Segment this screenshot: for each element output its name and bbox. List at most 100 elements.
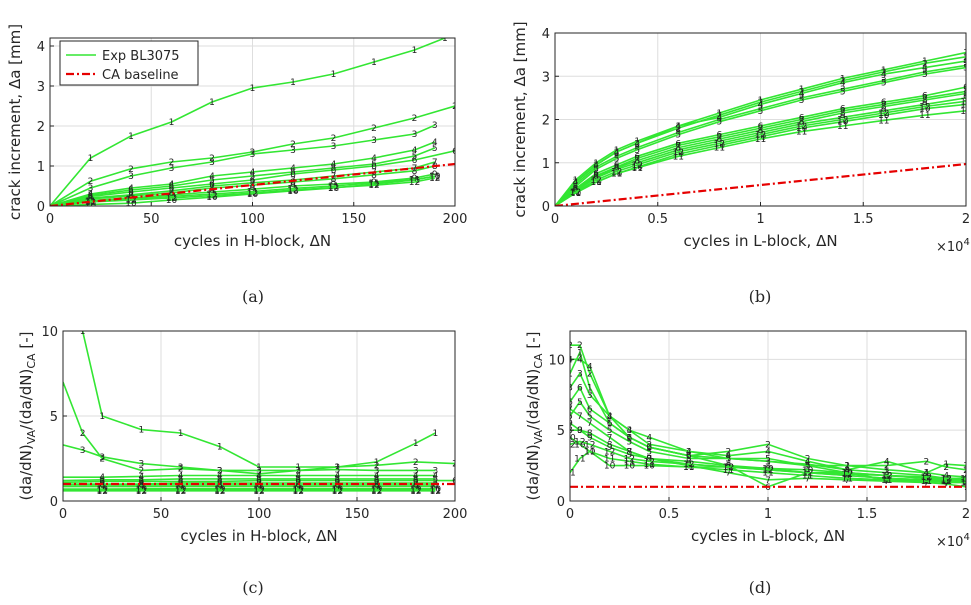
series-line-3 xyxy=(555,64,966,206)
series-point-label: 6 xyxy=(587,405,593,415)
series-point-label: 5 xyxy=(922,70,928,80)
x-multiplier: ×104 xyxy=(936,237,970,255)
series-point-label: 4 xyxy=(217,472,223,482)
series-point-label: 8 xyxy=(844,472,850,482)
series-point-label: 12 xyxy=(292,487,303,497)
series-point-label: 8 xyxy=(331,175,337,185)
x-tick-label: 0 xyxy=(46,212,54,227)
series-point-label: 6 xyxy=(256,477,262,487)
series-point-label: 2 xyxy=(335,463,341,473)
series-point-label: 1 xyxy=(433,429,439,439)
series-point-label: 3 xyxy=(331,142,337,152)
series-point-label: 8 xyxy=(686,457,692,467)
x-tick-label: 1.5 xyxy=(857,507,878,522)
series-line-6 xyxy=(50,150,455,206)
series-point-label: 3 xyxy=(963,61,969,71)
y-tick-label: 0 xyxy=(50,495,58,510)
series-point-label: 1 xyxy=(577,348,583,358)
series-point-label: 11 xyxy=(881,476,892,486)
series-point-label: 6 xyxy=(686,452,692,462)
series-point-label: 5 xyxy=(884,472,890,482)
series-point-label: 9 xyxy=(250,185,256,195)
series-point-label: 2 xyxy=(217,466,223,476)
series-point-label: 7 xyxy=(209,182,215,192)
series-point-label: 1 xyxy=(765,457,771,467)
series-point-label: 9 xyxy=(139,483,145,493)
x-tick-label: 0.5 xyxy=(659,507,680,522)
x-tick-label: 50 xyxy=(153,507,170,522)
series-point-label: 10 xyxy=(683,463,695,473)
series-point-label: 11 xyxy=(878,116,889,126)
series-point-label: 6 xyxy=(139,477,145,487)
series-point-label: 12 xyxy=(960,474,971,484)
x-tick-label: 150 xyxy=(345,507,370,522)
series-point-label: 5 xyxy=(840,87,846,97)
series-point-label: 11 xyxy=(673,152,684,162)
series-point-label: 2 xyxy=(452,102,458,112)
series-point-label: 7 xyxy=(726,469,732,479)
series-point-label: 4 xyxy=(374,472,380,482)
series-point-label: 10 xyxy=(878,111,890,121)
series-point-label: 1 xyxy=(758,96,764,106)
series-point-label: 12 xyxy=(430,487,441,497)
series-point-label: 5 xyxy=(432,144,438,154)
series-point-label: 3 xyxy=(178,463,184,473)
series-point-label: 5 xyxy=(169,182,175,192)
series-point-label: 11 xyxy=(841,474,852,484)
series-point-label: 11 xyxy=(624,457,635,467)
series-point-label: 10 xyxy=(125,199,137,209)
series-point-label: 6 xyxy=(250,176,256,186)
series-point-label: 12 xyxy=(429,174,440,184)
series-point-label: 1 xyxy=(726,455,732,465)
series-point-label: 3 xyxy=(587,391,593,401)
series-point-label: 5 xyxy=(587,412,593,422)
series-point-label: 8 xyxy=(627,447,633,457)
series-point-label: 3 xyxy=(881,77,887,87)
series-point-label: 7 xyxy=(922,94,928,104)
series-point-label: 2 xyxy=(452,460,458,470)
series-point-label: 3 xyxy=(675,129,681,139)
series-point-label: 8 xyxy=(250,181,256,191)
series-point-label: 1 xyxy=(963,49,969,59)
series-point-label: 11 xyxy=(584,447,595,457)
series-point-label: 2 xyxy=(139,466,145,476)
series-point-label: 1 xyxy=(587,384,593,394)
series-point-label: 4 xyxy=(577,355,583,365)
series-point-label: 12 xyxy=(714,139,725,149)
series-point-label: 5 xyxy=(963,64,969,74)
series-point-label: 11 xyxy=(409,176,420,186)
series-point-label: 3 xyxy=(432,121,438,131)
series-point-label: 5 xyxy=(217,475,223,485)
series-point-label: 2 xyxy=(412,114,418,124)
x-axis-label: cycles in L-block, ΔN xyxy=(683,232,837,250)
series-point-label: 5 xyxy=(726,455,732,465)
series-point-label: 3 xyxy=(577,370,583,380)
series-point-label: 4 xyxy=(331,160,337,170)
series-point-label: 12 xyxy=(371,487,382,497)
series-point-label: 7 xyxy=(646,455,652,465)
y-axis-label: (da/dN)VA/(da/dN)CA [-] xyxy=(17,332,38,501)
series-point-label: 8 xyxy=(634,157,640,167)
series-point-label: 12 xyxy=(643,457,654,467)
series-point-label: 7 xyxy=(924,479,930,489)
y-tick-label: 5 xyxy=(557,424,565,439)
series-point-label: 12 xyxy=(253,487,264,497)
series-point-label: 1 xyxy=(80,327,86,337)
series-point-label: 1 xyxy=(567,370,573,380)
series-point-label: 2 xyxy=(587,370,593,380)
legend: Exp BL3075 CA baseline xyxy=(59,40,199,86)
series-point-label: 9 xyxy=(335,483,341,493)
series-point-label: 5 xyxy=(209,176,215,186)
series-point-label: 9 xyxy=(209,188,215,198)
plot-area: 1111111111112222222222223333333333334444… xyxy=(555,49,969,206)
series-point-label: 9 xyxy=(881,107,887,117)
series-point-label: 2 xyxy=(922,59,928,69)
series-point-label: 10 xyxy=(574,440,586,450)
series-point-label: 5 xyxy=(627,438,633,448)
series-point-label: 9 xyxy=(675,146,681,156)
series-point-label: 9 xyxy=(295,483,301,493)
series-point-label: 1 xyxy=(675,122,681,132)
series-point-label: 3 xyxy=(412,130,418,140)
series-point-label: 10 xyxy=(328,184,340,194)
